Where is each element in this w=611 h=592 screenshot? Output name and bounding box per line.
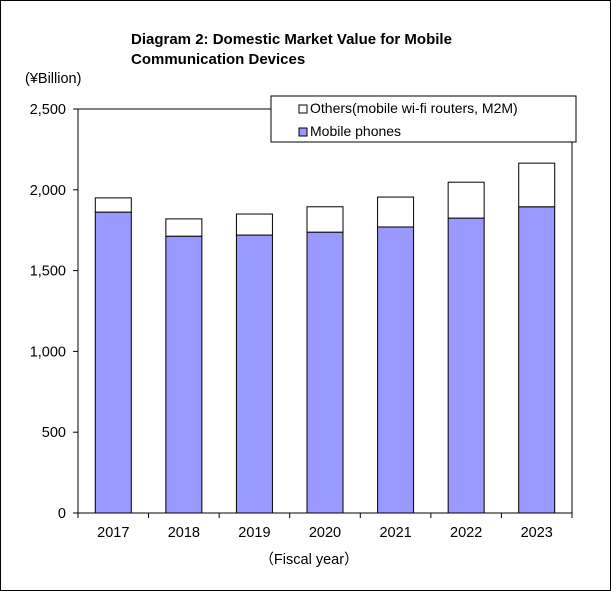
bar-segment-mobile-phones: [518, 206, 556, 514]
chart-title-line-1: Diagram 2: Domestic Market Value for Mob…: [131, 31, 452, 48]
bar-segment-others: [306, 206, 344, 233]
x-tick-label: 2020: [309, 525, 341, 541]
bar-segment-mobile-phones: [165, 235, 203, 514]
legend-label: Mobile phones: [310, 123, 401, 139]
y-tick-label: 2,000: [30, 183, 66, 199]
bar-segment-others: [447, 181, 485, 219]
bar-segment-others: [165, 218, 203, 237]
legend-swatch: [298, 127, 308, 137]
legend-label: Others(mobile wi-fi routers, M2M): [310, 100, 518, 116]
x-tick-label: 2019: [238, 525, 270, 541]
bar-segment-others: [518, 162, 556, 208]
x-tick-label: 2023: [521, 525, 553, 541]
x-tick-label: 2022: [450, 525, 482, 541]
ticks-layer: 0 500 1,000 1,500 2,000 2,500 2017 2018 2019 2020…: [30, 102, 573, 541]
y-tick-label: 1,500: [30, 264, 66, 280]
bar-segment-others: [377, 196, 415, 228]
bar-segment-others: [94, 197, 132, 213]
bar-segment-mobile-phones: [447, 217, 485, 514]
x-tick-label: 2021: [379, 525, 411, 541]
y-axis-label: (¥Billion): [25, 71, 81, 87]
legend-box: [270, 95, 577, 143]
bar-segment-mobile-phones: [306, 231, 344, 514]
bar-segment-mobile-phones: [235, 234, 273, 514]
legend: Others(mobile wi-fi routers, M2M) Mobile …: [270, 95, 577, 143]
y-tick-label: 500: [42, 425, 66, 441]
x-tick-label: 2017: [97, 525, 129, 541]
y-tick-label: 1,000: [30, 344, 66, 360]
bars-layer: [94, 162, 556, 514]
bar-segment-mobile-phones: [377, 226, 415, 514]
x-tick-label: 2018: [168, 525, 200, 541]
chart-title-line-2: Communication Devices: [131, 51, 305, 68]
bar-segment-mobile-phones: [94, 211, 132, 514]
legend-swatch: [298, 104, 308, 114]
y-tick-label: 2,500: [30, 102, 66, 118]
x-axis-label: （Fiscal year）: [259, 551, 358, 568]
y-tick-label: 0: [58, 506, 66, 522]
bar-segment-others: [235, 213, 273, 236]
